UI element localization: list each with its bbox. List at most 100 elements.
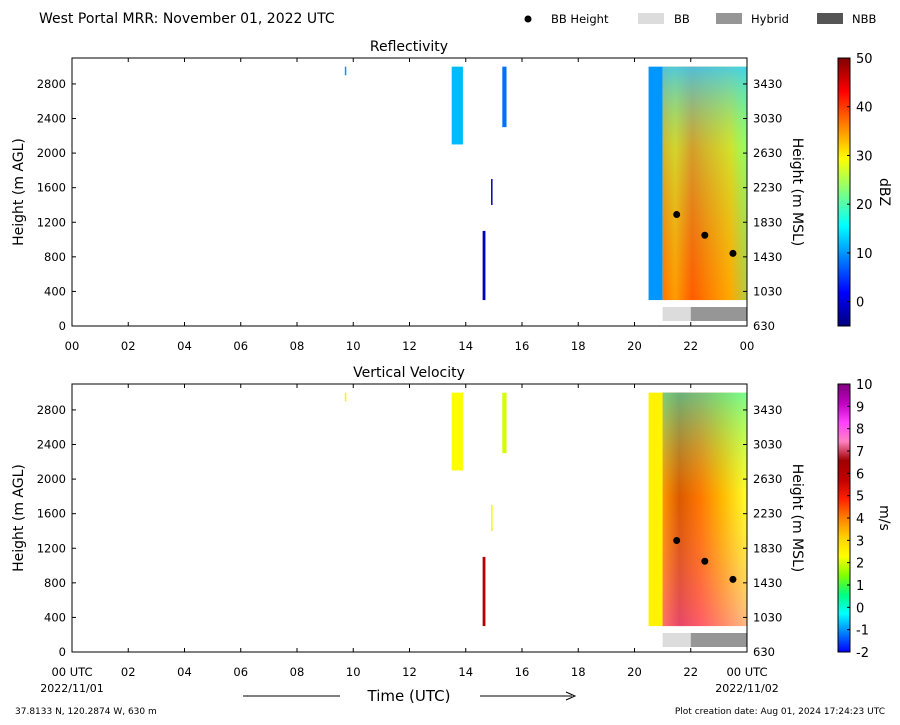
velocity-colorbar-tick-label: -2	[856, 646, 869, 661]
time-axis-label: Time (UTC)	[367, 687, 451, 705]
reflectivity-x-tick-label: 04	[177, 339, 192, 353]
velocity-y-tick-label: 2800	[37, 403, 66, 417]
reflectivity-y-tick-label: 800	[44, 250, 66, 264]
reflectivity-echo-region	[451, 66, 463, 145]
velocity-y-right-tick-label: 3030	[753, 438, 782, 452]
legend-bb-height-marker	[524, 15, 532, 23]
velocity-y-tick-label: 1200	[37, 541, 66, 555]
reflectivity-x-tick-label: 20	[627, 339, 642, 353]
reflectivity-x-tick-label: 06	[233, 339, 248, 353]
velocity-colorbar-tick-label: 4	[856, 512, 864, 527]
reflectivity-x-tick-label: 10	[346, 339, 361, 353]
reflectivity-y-right-tick-label: 1430	[753, 250, 782, 264]
velocity-y-right-tick-label: 1430	[753, 576, 782, 590]
velocity-plot-area	[344, 392, 747, 647]
reflectivity-echo-region	[648, 66, 663, 301]
reflectivity-bb-type-segment	[662, 307, 691, 321]
velocity-axes-frame	[71, 383, 748, 653]
legend-nbb-swatch	[817, 13, 843, 24]
velocity-y-right-tick-label: 3430	[753, 403, 782, 417]
velocity-colorbar-tick-label: 0	[856, 601, 864, 616]
legend-bb-height-label: BB Height	[551, 12, 609, 26]
reflectivity-plot-area	[344, 66, 747, 321]
reflectivity-y-right-tick-label: 2630	[753, 146, 782, 160]
reflectivity-y-right-tick-label: 2230	[753, 181, 782, 195]
velocity-x-tick-label: 00 UTC	[51, 665, 92, 679]
bb-legend: BB Height BB Hybrid NBB	[524, 12, 876, 26]
velocity-x-tick-label: 12	[402, 665, 417, 679]
velocity-echo-region	[482, 556, 486, 627]
velocity-ylabel-right: Height (m MSL)	[789, 464, 805, 573]
velocity-panel: Vertical Velocity 00 UTC 02 04 06 08 10 12 14 16…	[11, 365, 892, 705]
velocity-y-right-tick-label: 630	[753, 645, 775, 659]
reflectivity-ylabel: Height (m AGL)	[11, 138, 27, 246]
velocity-x-tick-label: 20	[627, 665, 642, 679]
velocity-y-right-tick-label: 2230	[753, 507, 782, 521]
reflectivity-ylabel-right: Height (m MSL)	[789, 138, 805, 247]
velocity-bb-type-segment	[690, 633, 747, 647]
velocity-colorbar-ticks: -2 -1 0 1 2 3 4 5 6 7 8 9 10	[847, 378, 873, 661]
station-location: 37.8133 N, 120.2874 W, 630 m	[15, 707, 157, 717]
reflectivity-x-tick-label: 22	[683, 339, 698, 353]
reflectivity-y-tick-label: 2400	[37, 112, 66, 126]
velocity-colorbar: -2 -1 0 1 2 3 4 5 6 7 8 9 10 m/s	[837, 378, 892, 661]
reflectivity-echo-region	[491, 179, 493, 205]
date-label-end: 2022/11/02	[715, 682, 778, 695]
velocity-colorbar-tick-label: 8	[856, 423, 864, 438]
reflectivity-y-tick-label: 1600	[37, 181, 66, 195]
velocity-echo-region	[648, 392, 663, 627]
reflectivity-colorbar-tick-label: 50	[856, 52, 873, 67]
velocity-y-tick-label: 2400	[37, 438, 66, 452]
legend-nbb-label: NBB	[852, 12, 876, 26]
velocity-ylabel: Height (m AGL)	[11, 464, 27, 572]
reflectivity-y-right-tick-label: 3430	[753, 77, 782, 91]
reflectivity-panel: Reflectivity 00 02 04 06 08 10 12 14 16 18 20 22 000…	[11, 39, 892, 353]
reflectivity-y-tick-label: 1200	[37, 215, 66, 229]
reflectivity-colorbar-tick-label: 20	[856, 198, 873, 213]
velocity-colorbar-tick-label: 7	[856, 445, 864, 460]
velocity-colorbar-tick-label: 5	[856, 490, 864, 505]
reflectivity-colorbar-label: dBZ	[876, 178, 892, 206]
velocity-colorbar-label: m/s	[876, 505, 892, 531]
reflectivity-ticks: 00 02 04 06 08 10 12 14 16 18 20 22 0004008001200160…	[37, 58, 782, 353]
reflectivity-axes-frame	[71, 57, 748, 327]
velocity-y-tick-label: 2000	[37, 472, 66, 486]
reflectivity-y-right-tick-label: 630	[753, 319, 775, 333]
velocity-x-tick-label: 00 UTC	[726, 665, 767, 679]
reflectivity-colorbar-tick-label: 10	[856, 247, 873, 262]
velocity-y-tick-label: 800	[44, 576, 66, 590]
velocity-bb-height-point	[729, 575, 737, 583]
reflectivity-y-right-tick-label: 3030	[753, 112, 782, 126]
velocity-echo-region	[502, 392, 507, 454]
reflectivity-y-right-tick-label: 1030	[753, 284, 782, 298]
reflectivity-colorbar: 0 10 20 30 40 50 dBZ	[837, 52, 892, 327]
legend-hybrid-swatch	[716, 13, 742, 24]
velocity-colorbar-tick-label: 3	[856, 534, 864, 549]
velocity-x-tick-label: 16	[515, 665, 530, 679]
reflectivity-x-tick-label: 14	[458, 339, 473, 353]
velocity-colorbar-tick-label: 10	[856, 378, 873, 393]
time-axis-arrow: Time (UTC)	[243, 687, 577, 705]
velocity-y-tick-label: 400	[44, 610, 66, 624]
velocity-x-tick-label: 04	[177, 665, 192, 679]
date-label-start: 2022/11/01	[40, 682, 103, 695]
reflectivity-y-tick-label: 2000	[37, 146, 66, 160]
reflectivity-echo-region	[482, 230, 486, 301]
reflectivity-x-tick-label: 16	[515, 339, 530, 353]
velocity-y-right-tick-label: 2630	[753, 472, 782, 486]
time-axis-arrowhead	[565, 691, 577, 701]
velocity-x-tick-label: 02	[121, 665, 136, 679]
reflectivity-colorbar-ticks: 0 10 20 30 40 50	[847, 52, 873, 311]
plot-creation-date: Plot creation date: Aug 01, 2024 17:24:2…	[675, 707, 885, 717]
velocity-y-right-tick-label: 1030	[753, 610, 782, 624]
reflectivity-bb-height-point	[701, 231, 709, 239]
reflectivity-x-tick-label: 18	[571, 339, 586, 353]
velocity-colorbar-tick-label: 9	[856, 400, 864, 415]
velocity-x-tick-label: 22	[683, 665, 698, 679]
velocity-colorbar-tick-label: -1	[856, 624, 869, 639]
velocity-bb-height-point	[701, 557, 709, 565]
reflectivity-x-tick-label: 00	[740, 339, 755, 353]
reflectivity-y-right-tick-label: 1830	[753, 215, 782, 229]
reflectivity-bb-height-point	[673, 210, 681, 218]
